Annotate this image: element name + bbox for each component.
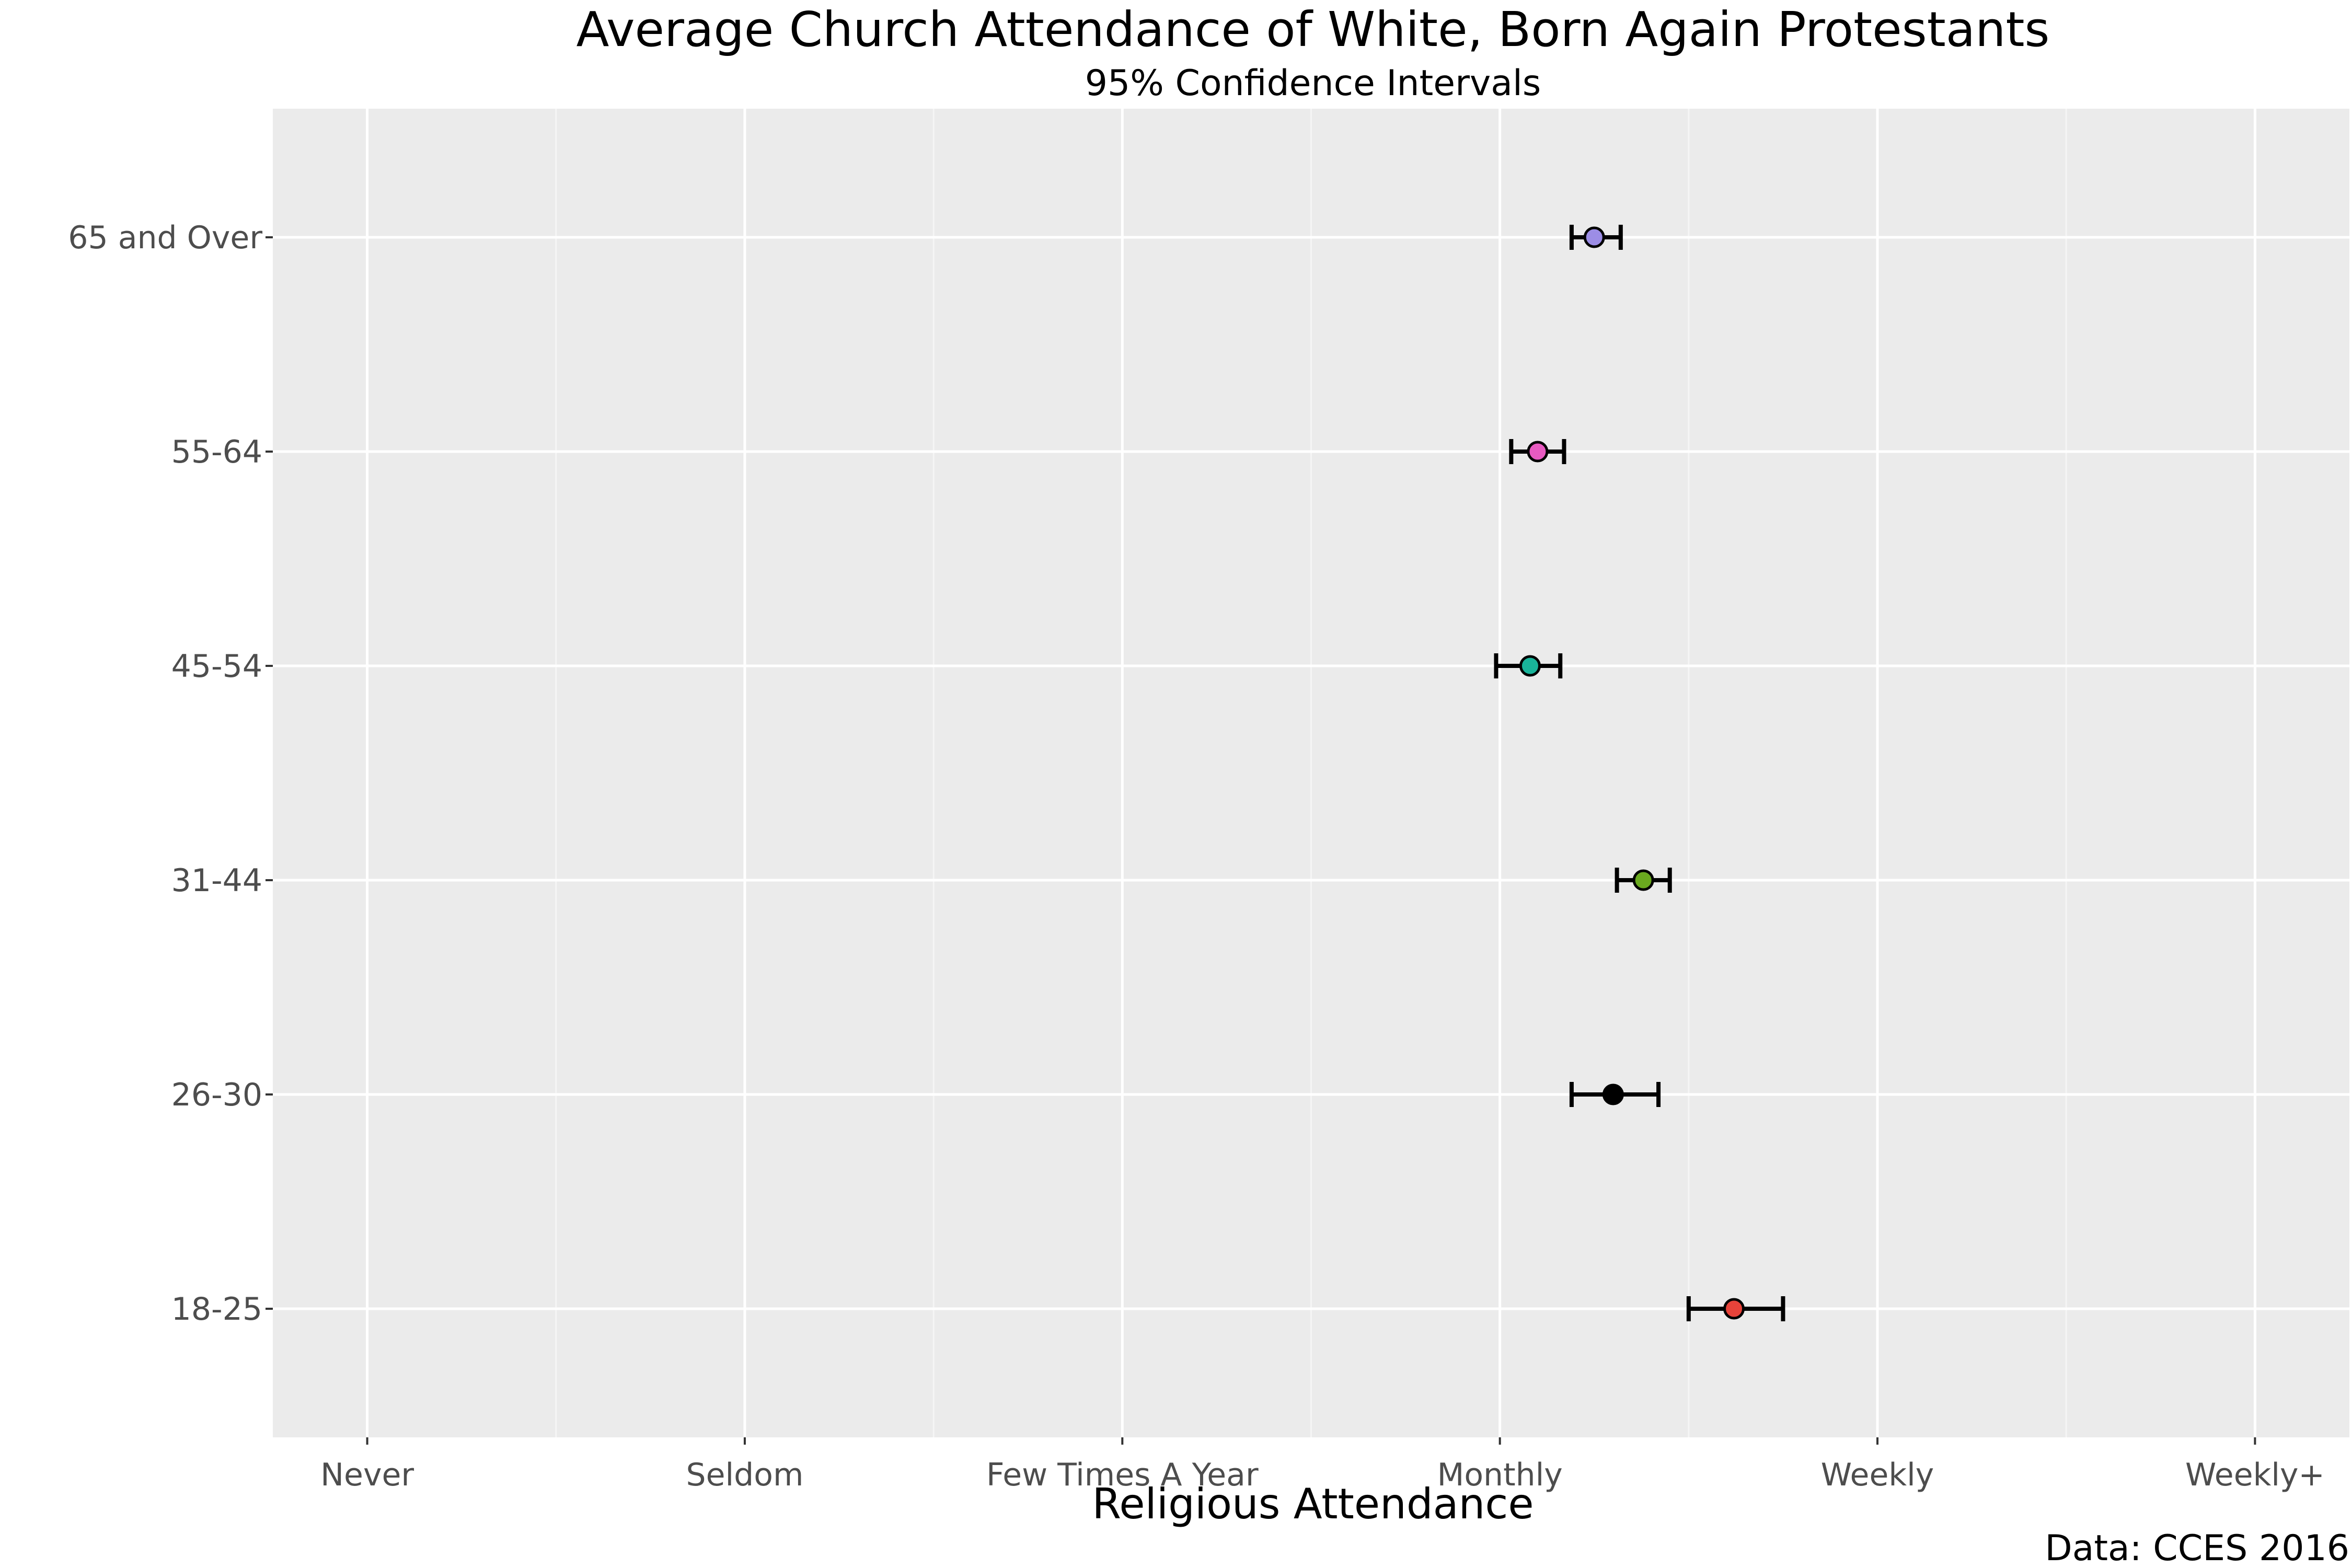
y-tick-label: 55-64 bbox=[171, 434, 262, 470]
x-tick-label: Monthly bbox=[1437, 1457, 1563, 1493]
x-tick-label: Seldom bbox=[686, 1457, 803, 1493]
data-point-group bbox=[1509, 439, 1566, 464]
data-point-group bbox=[1615, 868, 1672, 893]
x-tick-label: Never bbox=[320, 1457, 414, 1493]
y-tick-label: 45-54 bbox=[171, 648, 262, 685]
y-tick-label: 18-25 bbox=[171, 1291, 262, 1328]
data-point bbox=[1723, 1298, 1745, 1320]
data-point bbox=[1519, 655, 1541, 677]
grid-minor bbox=[555, 109, 2067, 1437]
data-point-group bbox=[1569, 1082, 1661, 1107]
x-tick-label: Few Times A Year bbox=[986, 1457, 1259, 1493]
data-marks bbox=[1494, 225, 1785, 1321]
data-point bbox=[1632, 869, 1654, 891]
chart-title: Average Church Attendance of White, Born… bbox=[577, 2, 2050, 57]
data-point-group bbox=[1686, 1296, 1785, 1321]
y-tick-label: 31-44 bbox=[171, 862, 262, 899]
x-tick-label: Weekly+ bbox=[2185, 1457, 2325, 1493]
grid-major bbox=[273, 109, 2349, 1437]
data-point bbox=[1527, 441, 1549, 463]
chart-subtitle: 95% Confidence Intervals bbox=[1085, 63, 1541, 104]
x-axis-title: Religious Attendance bbox=[1092, 1480, 1534, 1528]
axes: Never Seldom Few Times A Year Monthly Weekly… bbox=[68, 220, 2325, 1493]
data-point-group bbox=[1494, 653, 1563, 678]
x-tick-label: Weekly bbox=[1821, 1457, 1934, 1493]
data-point-group bbox=[1569, 225, 1623, 250]
chart-caption: Data: CCES 2016 bbox=[2045, 1528, 2349, 1568]
data-point bbox=[1583, 226, 1605, 248]
y-tick-label: 65 and Over bbox=[68, 220, 262, 256]
y-tick-label: 26-30 bbox=[171, 1077, 262, 1113]
data-point bbox=[1602, 1083, 1624, 1105]
